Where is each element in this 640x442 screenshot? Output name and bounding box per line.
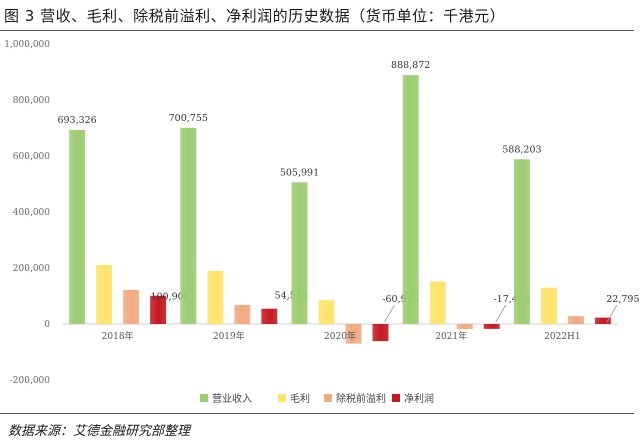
x-tick-label: 2022H1	[544, 332, 580, 342]
legend-label-gross-profit: 毛利	[290, 393, 310, 405]
legend-swatch-gross-profit	[278, 394, 286, 402]
y-tick-label: 600,000	[13, 152, 50, 162]
bar-gross-profit	[540, 287, 557, 324]
y-tick-label: 400,000	[13, 208, 50, 218]
bar-revenue	[291, 182, 308, 324]
x-tick-label: 2021年	[435, 330, 467, 342]
bar-net-profit	[594, 317, 611, 324]
x-tick-label: 2020年	[324, 330, 356, 342]
data-label-revenue: 505,991	[280, 167, 319, 178]
bar-net-profit	[261, 308, 278, 324]
data-label-net-profit: -60,965	[382, 294, 418, 305]
data-label-leader-line	[495, 304, 507, 323]
bar-pretax-profit	[234, 304, 251, 324]
data-label-leader-line	[606, 304, 618, 323]
y-tick-label: -200,000	[10, 376, 51, 386]
bar-revenue	[69, 129, 86, 324]
legend-label-revenue: 营业收入	[212, 392, 252, 405]
data-source-note: 数据来源：艾德金融研究部整理	[8, 424, 191, 439]
title-divider	[0, 30, 634, 31]
y-tick-label: 200,000	[13, 264, 50, 274]
data-label-net-profit: 22,795	[606, 294, 639, 305]
data-label-net-profit: 54,516	[275, 291, 308, 302]
bar-gross-profit	[207, 270, 224, 324]
data-label-net-profit: 100,900	[150, 292, 189, 303]
bar-net-profit	[483, 324, 500, 329]
legend-swatch-pretax-profit	[324, 394, 332, 402]
bar-gross-profit	[429, 281, 446, 324]
legend-label-pretax-profit: 除税前溢利	[336, 392, 386, 405]
legend-swatch-revenue	[200, 394, 208, 402]
chart-title: 图 3 营收、毛利、除税前溢利、净利润的历史数据（货币单位：千港元）	[4, 7, 506, 25]
data-label-revenue: 588,203	[502, 144, 541, 155]
data-label-revenue: 693,326	[57, 115, 96, 126]
x-tick-label: 2019年	[213, 330, 245, 342]
bar-pretax-profit	[123, 289, 140, 324]
y-tick-label: 0	[44, 320, 50, 330]
data-label-net-profit: -17,402	[493, 294, 529, 305]
data-label-revenue: 700,755	[169, 113, 208, 124]
bar-gross-profit	[96, 264, 113, 324]
legend-swatch-net-profit	[392, 394, 400, 402]
bar-pretax-profit	[345, 324, 362, 344]
data-label-revenue: 888,872	[391, 60, 430, 71]
legend-label-net-profit: 净利润	[404, 392, 434, 405]
bar-revenue	[402, 75, 419, 324]
x-tick-label: 2018年	[102, 330, 134, 342]
bar-revenue	[513, 159, 530, 324]
bar-net-profit	[372, 324, 389, 342]
bar-gross-profit	[318, 300, 335, 324]
bar-revenue	[180, 127, 197, 324]
data-label-leader-line	[384, 304, 395, 323]
bar-pretax-profit	[456, 324, 473, 330]
source-divider	[0, 413, 634, 414]
y-tick-label: 1,000,000	[4, 40, 50, 50]
bar-pretax-profit	[567, 316, 584, 324]
y-tick-label: 800,000	[13, 96, 50, 106]
bar-net-profit	[150, 295, 167, 324]
